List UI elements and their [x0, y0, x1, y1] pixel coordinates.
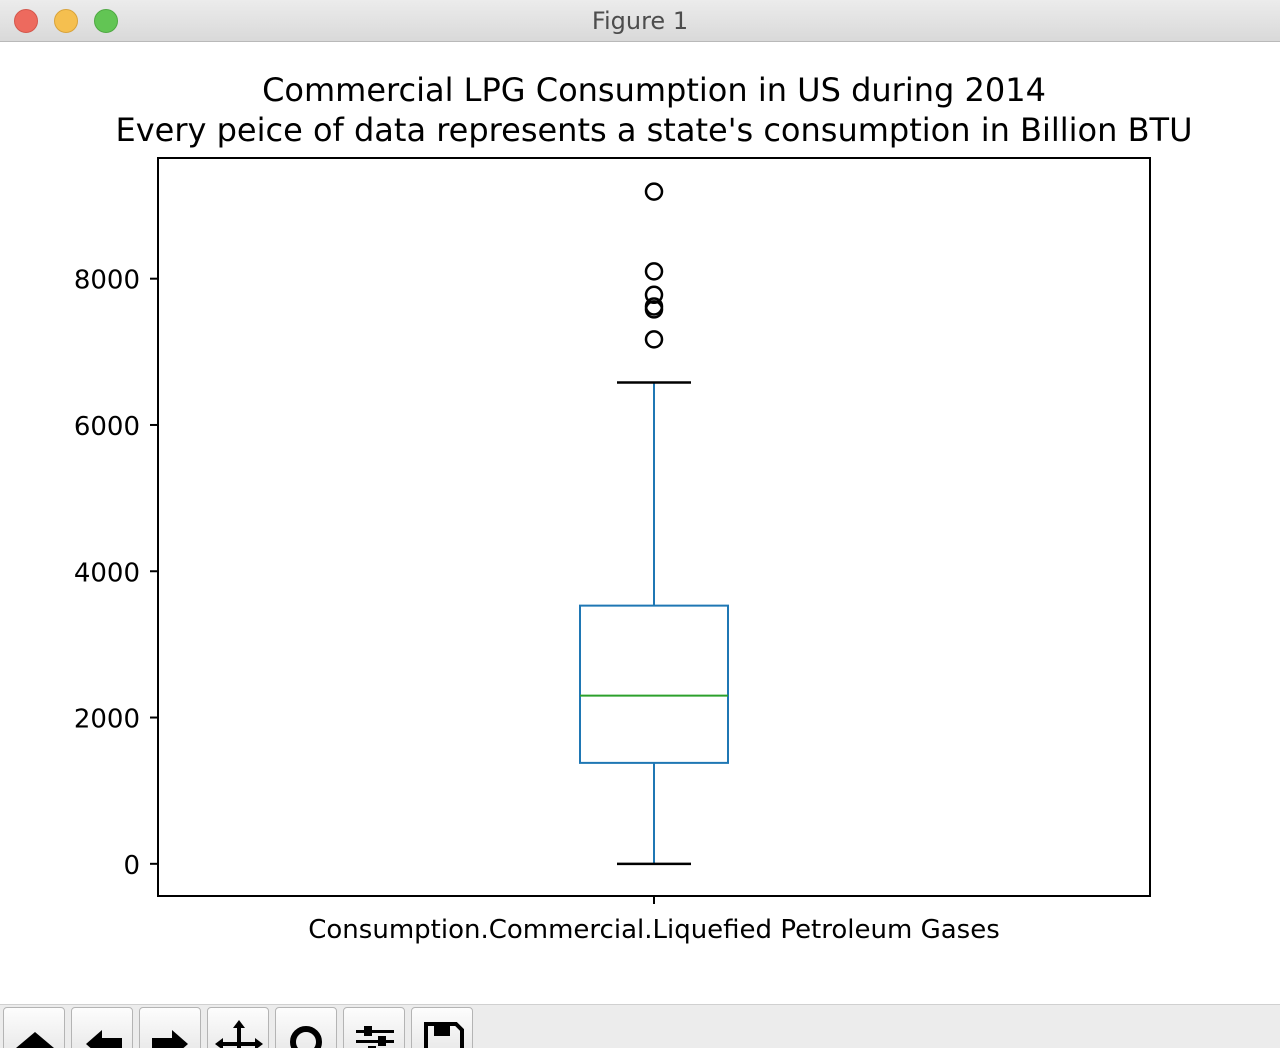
arrow-right-icon — [152, 1030, 188, 1048]
back-button[interactable] — [71, 1007, 133, 1048]
outlier-point — [644, 262, 664, 281]
x-tick-label: Consumption.Commercial.Liquefied Petrole… — [308, 915, 1000, 945]
move-icon — [215, 1020, 263, 1048]
outlier-point — [644, 182, 664, 201]
pan-button[interactable] — [207, 1007, 269, 1048]
save-figure-button[interactable] — [411, 1007, 473, 1048]
y-tick-label: 0 — [123, 851, 140, 881]
y-tick-label: 4000 — [74, 558, 140, 588]
y-tick-label: 6000 — [74, 412, 140, 442]
home-button[interactable] — [3, 1007, 65, 1048]
floppy-disk-icon — [424, 1022, 464, 1048]
zoom-window-button[interactable] — [94, 9, 118, 33]
magnifier-icon — [290, 1026, 322, 1048]
boxplot-chart: Commercial LPG Consumption in US during … — [74, 71, 1193, 945]
chart-title-line-2: Every peice of data represents a state's… — [116, 111, 1193, 149]
figure-canvas: Commercial LPG Consumption in US during … — [0, 42, 1280, 1004]
arrow-left-icon — [86, 1030, 122, 1048]
outlier-point — [644, 297, 664, 316]
title-bar[interactable]: Figure 1 — [0, 0, 1280, 42]
zoom-to-rect-button[interactable] — [275, 1007, 337, 1048]
y-tick-label: 8000 — [74, 266, 140, 296]
configure-subplots-button[interactable] — [343, 1007, 405, 1048]
forward-button[interactable] — [139, 1007, 201, 1048]
navigation-toolbar — [0, 1004, 1280, 1048]
y-tick-label: 2000 — [74, 705, 140, 735]
home-icon — [16, 1032, 54, 1048]
chart-title-line-1: Commercial LPG Consumption in US during … — [262, 71, 1046, 109]
sliders-icon — [356, 1026, 394, 1048]
window-title: Figure 1 — [591, 7, 689, 35]
outlier-point — [644, 330, 664, 349]
outlier-point — [644, 285, 664, 305]
iqr-box — [579, 604, 729, 764]
close-window-button[interactable] — [14, 9, 38, 33]
minimize-window-button[interactable] — [54, 9, 78, 33]
